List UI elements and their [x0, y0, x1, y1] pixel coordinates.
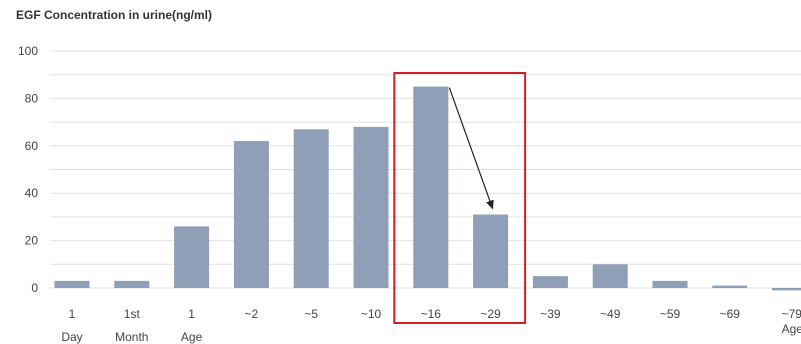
x-tick-sublabel: Month: [115, 330, 148, 344]
bar: [114, 280, 150, 288]
x-tick-label: ~39: [540, 307, 561, 321]
bar: [413, 86, 449, 288]
y-tick-label: 20: [25, 234, 39, 248]
x-tick-label: ~2: [245, 307, 259, 321]
x-tick-label: ~5: [304, 307, 318, 321]
x-tick-label: ~49: [600, 307, 621, 321]
x-tick-label: ~29: [480, 307, 501, 321]
bar: [772, 288, 801, 291]
annotations: [393, 72, 527, 324]
bar: [54, 280, 90, 288]
x-tick-label: ~69: [720, 307, 741, 321]
bar: [652, 280, 688, 288]
x-axis-ticks: 1 Day 1st Month 1 Age ~2 ~5 ~10 ~16 ~29 ~39 ~49 ~59 ~6…: [61, 307, 801, 344]
bar: [293, 129, 329, 288]
x-tick-sublabel: Age: [181, 330, 203, 344]
chart-title: EGF Concentration in urine(ng/ml): [16, 8, 212, 22]
x-tick-label: 1: [69, 307, 76, 321]
x-tick-label: ~59: [660, 307, 681, 321]
bar: [233, 141, 269, 288]
bars: [54, 86, 801, 291]
bar: [532, 276, 568, 288]
bar: [353, 126, 389, 288]
bar: [174, 226, 210, 288]
y-tick-label: 100: [18, 44, 38, 58]
y-tick-label: 40: [25, 186, 39, 200]
x-tick-label: ~16: [421, 307, 442, 321]
x-tick-label: ~79: [782, 307, 801, 321]
bar: [592, 264, 628, 288]
y-tick-label: 60: [25, 139, 39, 153]
y-tick-label: 80: [25, 91, 39, 105]
bar: [712, 285, 748, 288]
bar: [473, 214, 509, 288]
highlight-box: [393, 72, 527, 324]
x-tick-label: 1st: [124, 307, 141, 321]
x-tick-label: ~10: [361, 307, 382, 321]
x-tick-sublabel: Age: [782, 322, 801, 336]
y-tick-label: 0: [31, 281, 38, 295]
x-tick-sublabel: Day: [61, 330, 82, 344]
y-axis-ticks: 0 20 40 60 80 100: [18, 44, 38, 295]
decline-arrow: [448, 87, 494, 210]
x-tick-label: 1: [188, 307, 195, 321]
